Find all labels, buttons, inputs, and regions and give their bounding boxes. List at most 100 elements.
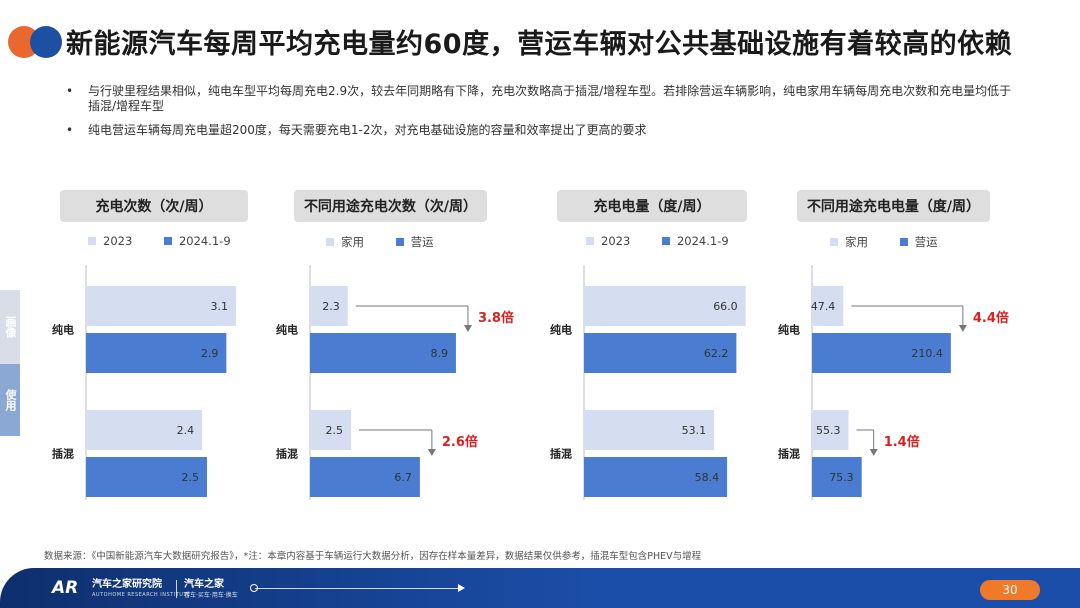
multiplier-label: 2.6倍 bbox=[442, 434, 478, 450]
bar bbox=[584, 457, 728, 497]
legend-label: 家用 bbox=[341, 235, 364, 249]
footer-brand: 汽车之家研究院 AUTOHOME RESEARCH INSTITUTE bbox=[92, 579, 191, 601]
legend-swatch bbox=[163, 237, 172, 245]
value-label: 47.4 bbox=[811, 300, 836, 313]
bar bbox=[812, 333, 951, 373]
legend-item: 2023 bbox=[88, 234, 132, 248]
bar bbox=[310, 286, 348, 326]
value-label: 62.2 bbox=[704, 347, 729, 360]
bar bbox=[86, 457, 207, 497]
value-label: 75.3 bbox=[829, 471, 854, 484]
value-label: 3.1 bbox=[211, 300, 229, 313]
legend-charge-count: 2023 2024.1-9 bbox=[88, 234, 259, 248]
panel-title-usage-charge-energy: 不同用途充电电量（度/周） bbox=[797, 190, 990, 222]
bar bbox=[310, 333, 456, 373]
multiplier-label: 1.4倍 bbox=[884, 434, 920, 450]
legend-swatch bbox=[661, 237, 670, 245]
bullet-text: 纯电营运车辆每周充电量超200度，每天需要充电1-2次，对充电基础设施的容量和效… bbox=[88, 123, 647, 137]
legend-usage-charge-energy: 家用 营运 bbox=[830, 234, 966, 250]
bar bbox=[584, 286, 746, 326]
title-bar: 新能源汽车每周平均充电量约60度，营运车辆对公共基础设施有着较高的依赖 bbox=[0, 0, 1080, 80]
multiplier-label: 4.4倍 bbox=[973, 310, 1009, 326]
value-label: 2.3 bbox=[322, 300, 340, 313]
footer: AR 汽车之家研究院 AUTOHOME RESEARCH INSTITUTE 汽… bbox=[0, 568, 1080, 608]
footer-brand2-sub: 看车·买车·用车·换车 bbox=[184, 592, 238, 599]
bullet-text: 与行驶里程结果相似，纯电车型平均每周充电2.9次，较去年同期略有下降，充电次数略… bbox=[88, 84, 1012, 113]
bar bbox=[86, 286, 237, 326]
legend-swatch bbox=[830, 238, 838, 246]
page-title: 新能源汽车每周平均充电量约60度，营运车辆对公共基础设施有着较高的依赖 bbox=[66, 29, 1013, 60]
brand-dots-icon bbox=[8, 24, 62, 60]
legend-item: 营运 bbox=[395, 234, 434, 250]
footer-divider bbox=[176, 580, 177, 598]
legend-item: 营运 bbox=[899, 234, 938, 250]
value-label: 66.0 bbox=[713, 300, 738, 313]
legend-label: 营运 bbox=[410, 235, 434, 249]
bullet-dot-icon: • bbox=[66, 84, 74, 98]
multiplier-arrow-head bbox=[869, 449, 878, 456]
value-label: 8.9 bbox=[430, 347, 448, 360]
category-label: 插混 bbox=[778, 447, 800, 461]
multiplier-arrow-head bbox=[958, 325, 967, 332]
value-label: 55.3 bbox=[816, 424, 841, 437]
bullet-list: • 与行驶里程结果相似，纯电车型平均每周充电2.9次，较去年同期略有下降，充电次… bbox=[62, 84, 1022, 147]
legend-item: 2024.1-9 bbox=[163, 234, 231, 248]
value-label: 58.4 bbox=[695, 471, 720, 484]
value-label: 2.4 bbox=[177, 424, 195, 437]
value-label: 210.4 bbox=[911, 347, 943, 360]
bar bbox=[310, 410, 351, 450]
legend-label: 2024.1-9 bbox=[676, 234, 729, 248]
category-label: 插混 bbox=[550, 447, 572, 461]
bar bbox=[812, 457, 862, 497]
bar bbox=[584, 333, 737, 373]
autohome-research-logo: AR bbox=[52, 578, 79, 598]
bar bbox=[812, 410, 849, 450]
footer-line bbox=[255, 588, 463, 589]
bar bbox=[584, 410, 715, 450]
category-label: 纯电 bbox=[52, 323, 74, 337]
multiplier-arrow-head bbox=[427, 449, 436, 456]
legend-label: 2023 bbox=[103, 234, 133, 248]
legend-item: 家用 bbox=[326, 234, 364, 250]
footer-brand-name: 汽车之家研究院 bbox=[92, 579, 162, 590]
legend-usage-charge-count: 家用 营运 bbox=[326, 234, 462, 250]
legend-label: 2024.1-9 bbox=[178, 234, 231, 248]
value-label: 2.5 bbox=[182, 471, 200, 484]
panel-title-charge-energy: 充电电量（度/周） bbox=[557, 190, 747, 222]
legend-item: 2024.1-9 bbox=[661, 234, 729, 248]
bullet-item: • 与行驶里程结果相似，纯电车型平均每周充电2.9次，较去年同期略有下降，充电次… bbox=[62, 84, 1022, 114]
footer-arrow-icon bbox=[458, 584, 465, 592]
bullet-item: • 纯电营运车辆每周充电量超200度，每天需要充电1-2次，对充电基础设施的容量… bbox=[62, 123, 1022, 138]
panel-title-charge-count: 充电次数（次/周） bbox=[60, 190, 248, 222]
panel-title-usage-charge-count: 不同用途充电次数（次/周） bbox=[294, 190, 487, 222]
category-label: 纯电 bbox=[550, 323, 572, 337]
legend-swatch bbox=[395, 238, 404, 246]
multiplier-label: 3.8倍 bbox=[478, 310, 514, 326]
legend-swatch bbox=[88, 237, 96, 245]
bullet-dot-icon: • bbox=[66, 123, 74, 137]
bar bbox=[310, 457, 420, 497]
legend-label: 2023 bbox=[601, 234, 631, 248]
legend-swatch bbox=[899, 238, 908, 246]
value-label: 6.7 bbox=[394, 471, 412, 484]
legend-item: 2023 bbox=[586, 234, 630, 248]
page-number: 30 bbox=[980, 580, 1040, 600]
legend-item: 家用 bbox=[830, 234, 868, 250]
side-tab-usage[interactable]: 使用 bbox=[0, 364, 20, 436]
category-label: 插混 bbox=[52, 447, 74, 461]
legend-swatch bbox=[586, 237, 594, 245]
value-label: 2.5 bbox=[326, 424, 344, 437]
blue-dot bbox=[30, 26, 62, 58]
bar bbox=[86, 410, 203, 450]
category-label: 插混 bbox=[276, 447, 298, 461]
bar bbox=[812, 286, 844, 326]
category-label: 纯电 bbox=[276, 323, 298, 337]
side-tab-profile[interactable]: 画像 bbox=[0, 290, 20, 364]
footer-brand2-name: 汽车之家 bbox=[184, 579, 224, 590]
value-label: 53.1 bbox=[682, 424, 707, 437]
source-note: 数据来源：《中国新能源汽车大数据研究报告》，*注：本章内容基于车辆运行大数据分析… bbox=[44, 551, 702, 562]
legend-label: 营运 bbox=[914, 235, 938, 249]
value-label: 2.9 bbox=[201, 347, 219, 360]
footer-brand2: 汽车之家 看车·买车·用车·换车 bbox=[184, 579, 238, 601]
